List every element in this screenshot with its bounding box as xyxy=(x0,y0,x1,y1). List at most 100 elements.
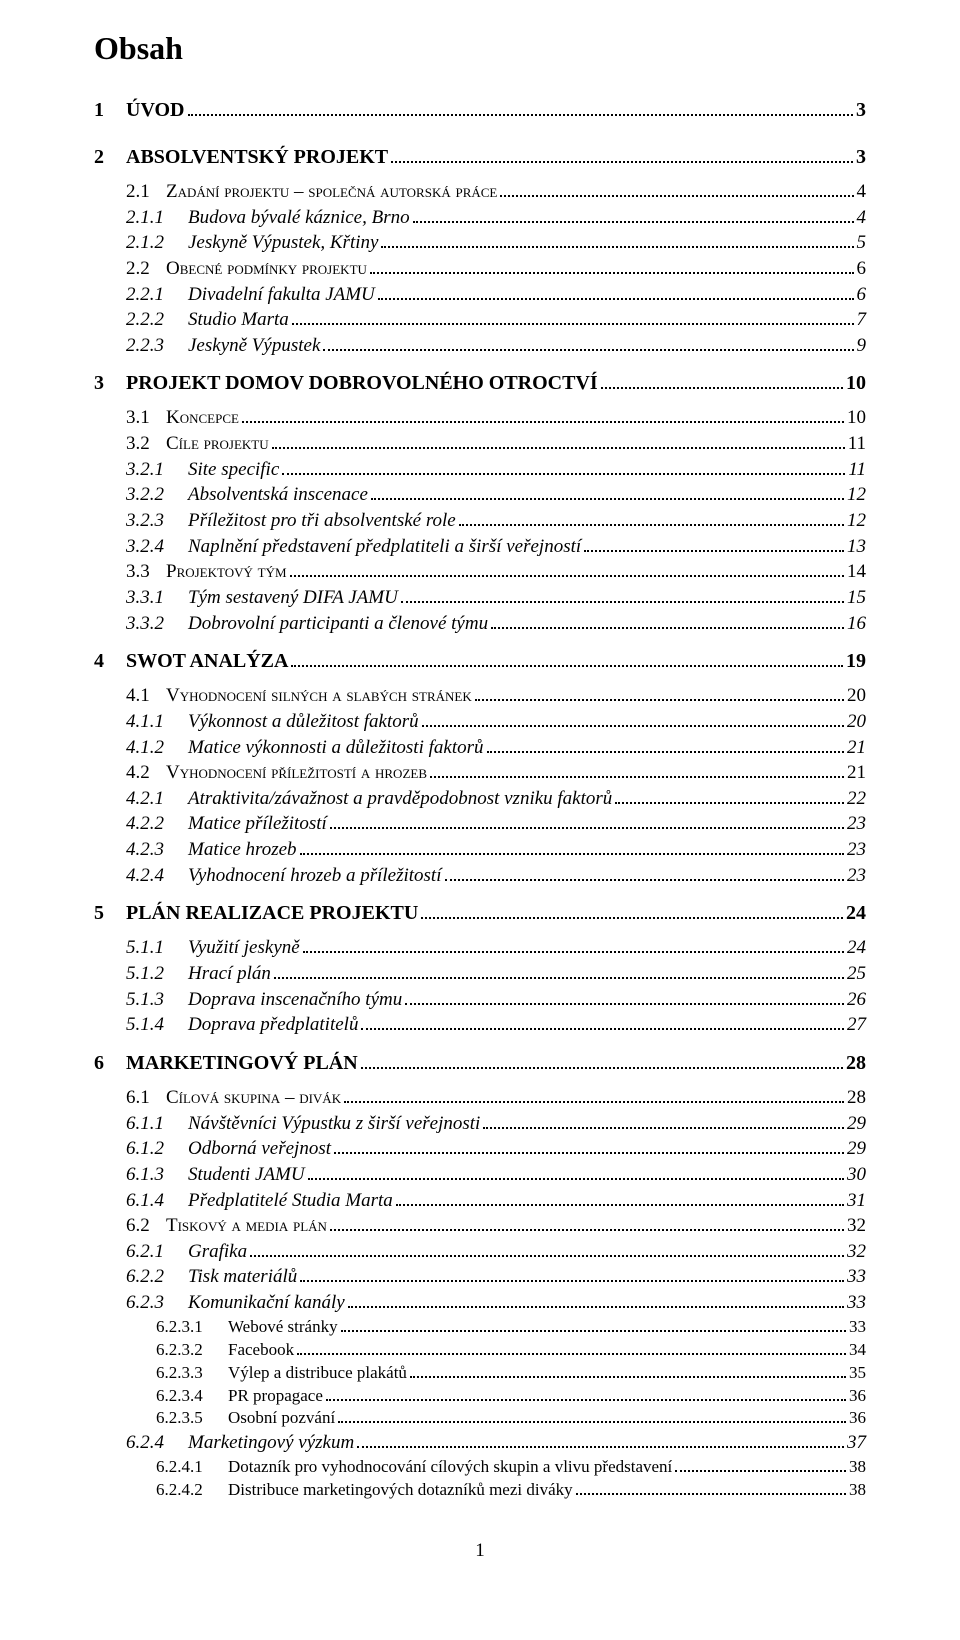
toc-leader-dots xyxy=(291,656,843,667)
toc-leader-dots xyxy=(396,1195,844,1205)
toc-entry-page: 21 xyxy=(847,735,866,761)
toc-entry-number: 6.1.1 xyxy=(126,1111,188,1137)
toc-entry-label: MARKETINGOVÝ PLÁN xyxy=(126,1050,358,1077)
toc-leader-dots xyxy=(405,994,844,1004)
toc-entry-page: 32 xyxy=(847,1239,866,1265)
toc-leader-dots xyxy=(338,1414,846,1423)
toc-leader-dots xyxy=(576,1486,846,1495)
toc-entry-label: Tisk materiálů xyxy=(188,1264,297,1290)
toc-entry: 3.2Cíle projektu 11 xyxy=(126,431,866,457)
toc-entry-page: 31 xyxy=(847,1188,866,1214)
toc-entry-number: 6.2.3.5 xyxy=(156,1407,228,1430)
toc-entry-label: Marketingový výzkum xyxy=(188,1430,354,1456)
toc-leader-dots xyxy=(334,1144,844,1154)
toc-entry-label: Dotazník pro vyhodnocování cílových skup… xyxy=(228,1456,672,1479)
toc-entry-label: Hrací plán xyxy=(188,961,271,987)
toc-entry-number: 6.2.4.1 xyxy=(156,1456,228,1479)
toc-entry-number: 2.1.1 xyxy=(126,205,188,231)
toc-entry: 6.2.3Komunikační kanály 33 xyxy=(126,1290,866,1316)
toc-entry-label: Komunikační kanály xyxy=(188,1290,345,1316)
toc-entry: 6.1.1Návštěvníci Výpustku z širší veřejn… xyxy=(126,1111,866,1137)
toc-entry-label: Osobní pozvání xyxy=(228,1407,335,1430)
toc-entry: 6.2.3.3Výlep a distribuce plakátů 35 xyxy=(156,1362,866,1385)
toc-entry-page: 38 xyxy=(849,1456,866,1479)
toc-entry: 5.1.4Doprava předplatitelů 27 xyxy=(126,1012,866,1038)
toc-entry-label: Divadelní fakulta JAMU xyxy=(188,282,375,308)
toc-leader-dots xyxy=(378,289,854,299)
toc-entry-number: 6.2.4 xyxy=(126,1430,188,1456)
toc-entry: 4SWOT ANALÝZA 19 xyxy=(94,648,866,675)
toc-entry: 6MARKETINGOVÝ PLÁN 28 xyxy=(94,1050,866,1077)
toc-entry-number: 2.1 xyxy=(126,179,166,205)
toc-entry-page: 37 xyxy=(847,1430,866,1456)
toc-entry: 3.3Projektový tým 14 xyxy=(126,559,866,585)
toc-entry: 4.1.1Výkonnost a důležitost faktorů 20 xyxy=(126,709,866,735)
toc-entry-number: 6.1.2 xyxy=(126,1136,188,1162)
toc-entry-page: 11 xyxy=(848,457,866,483)
toc-entry-page: 22 xyxy=(847,786,866,812)
toc-leader-dots xyxy=(445,870,845,880)
toc-entry-label: Matice příležitostí xyxy=(188,811,327,837)
toc-entry-label: Vyhodnocení hrozeb a příležitostí xyxy=(188,863,442,889)
toc-entry-number: 5.1.4 xyxy=(126,1012,188,1038)
toc-leader-dots xyxy=(361,1020,844,1030)
toc-entry: 4.2.4Vyhodnocení hrozeb a příležitostí 2… xyxy=(126,863,866,889)
toc-entry-page: 33 xyxy=(849,1316,866,1339)
toc-entry-label: Tiskový a media plán xyxy=(166,1213,327,1239)
toc-entry: 6.2.3.1Webové stránky 33 xyxy=(156,1316,866,1339)
toc-entry-label: Site specific xyxy=(188,457,279,483)
toc-entry-label: Zadání projektu – společná autorská prác… xyxy=(166,179,497,205)
toc-entry-label: Absolventská inscenace xyxy=(188,482,368,508)
toc-entry-page: 12 xyxy=(847,482,866,508)
toc-entry-number: 3.2 xyxy=(126,431,166,457)
toc-entry-number: 6.2.3.1 xyxy=(156,1316,228,1339)
toc-entry-label: Koncepce xyxy=(166,405,239,431)
toc-entry: 4.2.1Atraktivita/závažnost a pravděpodob… xyxy=(126,786,866,812)
toc-entry-number: 2 xyxy=(94,144,126,171)
toc-entry-number: 4.2 xyxy=(126,760,166,786)
toc-leader-dots xyxy=(584,541,844,551)
toc-entry-page: 4 xyxy=(857,205,867,231)
toc-entry: 4.2.2Matice příležitostí 23 xyxy=(126,811,866,837)
toc-entry-label: Webové stránky xyxy=(228,1316,338,1339)
toc-entry-page: 6 xyxy=(857,282,867,308)
toc-entry-number: 2.2.1 xyxy=(126,282,188,308)
toc-leader-dots xyxy=(422,716,844,726)
toc-leader-dots xyxy=(250,1246,844,1256)
toc-entry: 6.1Cílová skupina – divák 28 xyxy=(126,1085,866,1111)
toc-entry-label: Příležitost pro tři absolventské role xyxy=(188,508,456,534)
toc-leader-dots xyxy=(297,1345,846,1354)
toc-entry-label: Cílová skupina – divák xyxy=(166,1085,341,1111)
toc-leader-dots xyxy=(410,1368,846,1377)
toc-entry: 2.1Zadání projektu – společná autorská p… xyxy=(126,179,866,205)
toc-leader-dots xyxy=(300,1272,844,1282)
toc-entry-label: Obecné podmínky projektu xyxy=(166,256,367,282)
toc-entry: 4.1Vyhodnocení silných a slabých stránek… xyxy=(126,683,866,709)
toc-entry-page: 35 xyxy=(849,1362,866,1385)
toc-entry: 6.2Tiskový a media plán 32 xyxy=(126,1213,866,1239)
toc-entry-number: 3.2.2 xyxy=(126,482,188,508)
toc-entry-label: Atraktivita/závažnost a pravděpodobnost … xyxy=(188,786,612,812)
toc-leader-dots xyxy=(370,263,854,273)
toc-entry-number: 1 xyxy=(94,97,126,124)
toc-entry-label: Předplatitelé Studia Marta xyxy=(188,1188,393,1214)
toc-leader-dots xyxy=(272,439,845,449)
toc-entry-label: Budova bývalé káznice, Brno xyxy=(188,205,410,231)
toc-entry-number: 5.1.2 xyxy=(126,961,188,987)
toc-entry: 6.1.3Studenti JAMU 30 xyxy=(126,1162,866,1188)
toc-entry: 3.2.2Absolventská inscenace 12 xyxy=(126,482,866,508)
toc-entry-number: 4.1.1 xyxy=(126,709,188,735)
toc-leader-dots xyxy=(341,1322,846,1331)
toc-entry: 2.2.2Studio Marta 7 xyxy=(126,307,866,333)
toc-entry-label: Naplnění představení předplatiteli a šir… xyxy=(188,534,581,560)
toc-entry-label: Výkonnost a důležitost faktorů xyxy=(188,709,419,735)
toc-entry: 4.2.3Matice hrozeb 23 xyxy=(126,837,866,863)
toc-leader-dots xyxy=(300,845,844,855)
toc-entry-label: ABSOLVENTSKÝ PROJEKT xyxy=(126,144,388,171)
toc-leader-dots xyxy=(330,819,844,829)
toc-entry: 2.2.1Divadelní fakulta JAMU 6 xyxy=(126,282,866,308)
toc-entry-page: 19 xyxy=(846,648,866,675)
toc-entry-label: Cíle projektu xyxy=(166,431,269,457)
toc-entry: 6.1.4Předplatitelé Studia Marta 31 xyxy=(126,1188,866,1214)
toc-entry-label: SWOT ANALÝZA xyxy=(126,648,288,675)
